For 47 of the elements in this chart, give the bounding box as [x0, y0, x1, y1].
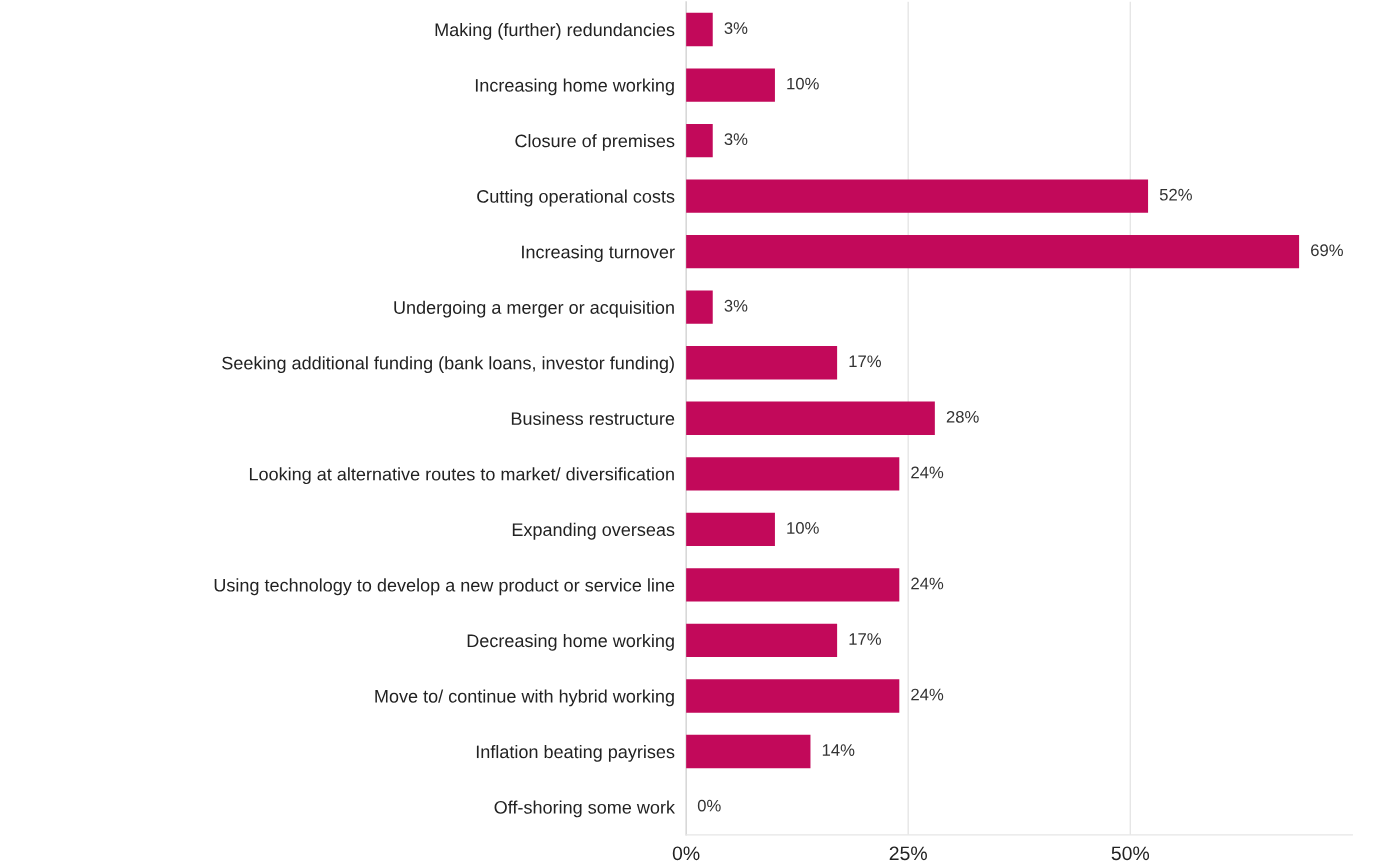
y-tick-label: Seeking additional funding (bank loans, investor funding)	[222, 356, 674, 374]
y-tick-label: Cutting operational costs	[477, 189, 675, 207]
data-label: 14%	[822, 744, 855, 756]
y-tick-label: Business restructure	[511, 411, 675, 425]
bar	[686, 568, 900, 602]
data-label: 24%	[911, 688, 944, 701]
y-tick-label: Off-shoring some work	[494, 800, 676, 818]
x-tick-label: 0%	[672, 846, 700, 861]
bar	[686, 734, 811, 769]
y-tick-label: Making (further) redundancies	[435, 22, 675, 40]
x-tick-label: 25%	[889, 846, 927, 861]
bar	[686, 179, 1149, 213]
bar	[686, 457, 900, 491]
data-label: 28%	[946, 410, 979, 423]
data-label: 52%	[1159, 188, 1192, 201]
data-label: 17%	[849, 355, 881, 368]
data-label: 69%	[1311, 244, 1343, 257]
bar	[686, 123, 713, 158]
bar	[686, 679, 900, 713]
bar	[686, 401, 935, 435]
bar	[686, 235, 1300, 269]
y-tick-label: Looking at alternative routes to market/ diversification	[249, 467, 674, 485]
y-tick-label: Increasing home working	[475, 78, 674, 96]
y-tick-label: Using technology to develop a new product or service line	[214, 578, 675, 596]
y-tick-label: Expanding overseas	[512, 522, 675, 540]
data-label: 24%	[911, 577, 944, 590]
x-tick-label: 50%	[1111, 846, 1150, 861]
bar	[686, 68, 775, 102]
y-tick-label: Increasing turnover	[522, 245, 675, 262]
data-label: 10%	[787, 77, 819, 90]
data-label: 3%	[724, 22, 748, 34]
bar	[686, 346, 838, 380]
y-tick-label: Closure of premises	[515, 134, 675, 151]
data-label: 17%	[849, 633, 881, 645]
y-tick-label: Decreasing home working	[467, 633, 674, 651]
y-tick-label: Move to/ continue with hybrid working	[375, 689, 674, 707]
data-label: 24%	[911, 466, 944, 479]
data-label: 3%	[724, 299, 748, 312]
y-tick-label: Undergoing a merger or acquisition	[394, 300, 674, 318]
bar	[686, 623, 838, 658]
bar	[686, 512, 775, 547]
data-label: 3%	[724, 133, 748, 146]
data-label: 0%	[697, 799, 721, 812]
bar	[686, 12, 713, 47]
bar	[686, 290, 713, 324]
y-tick-label: Inflation beating payrises	[476, 744, 675, 762]
data-label: 10%	[787, 522, 819, 534]
